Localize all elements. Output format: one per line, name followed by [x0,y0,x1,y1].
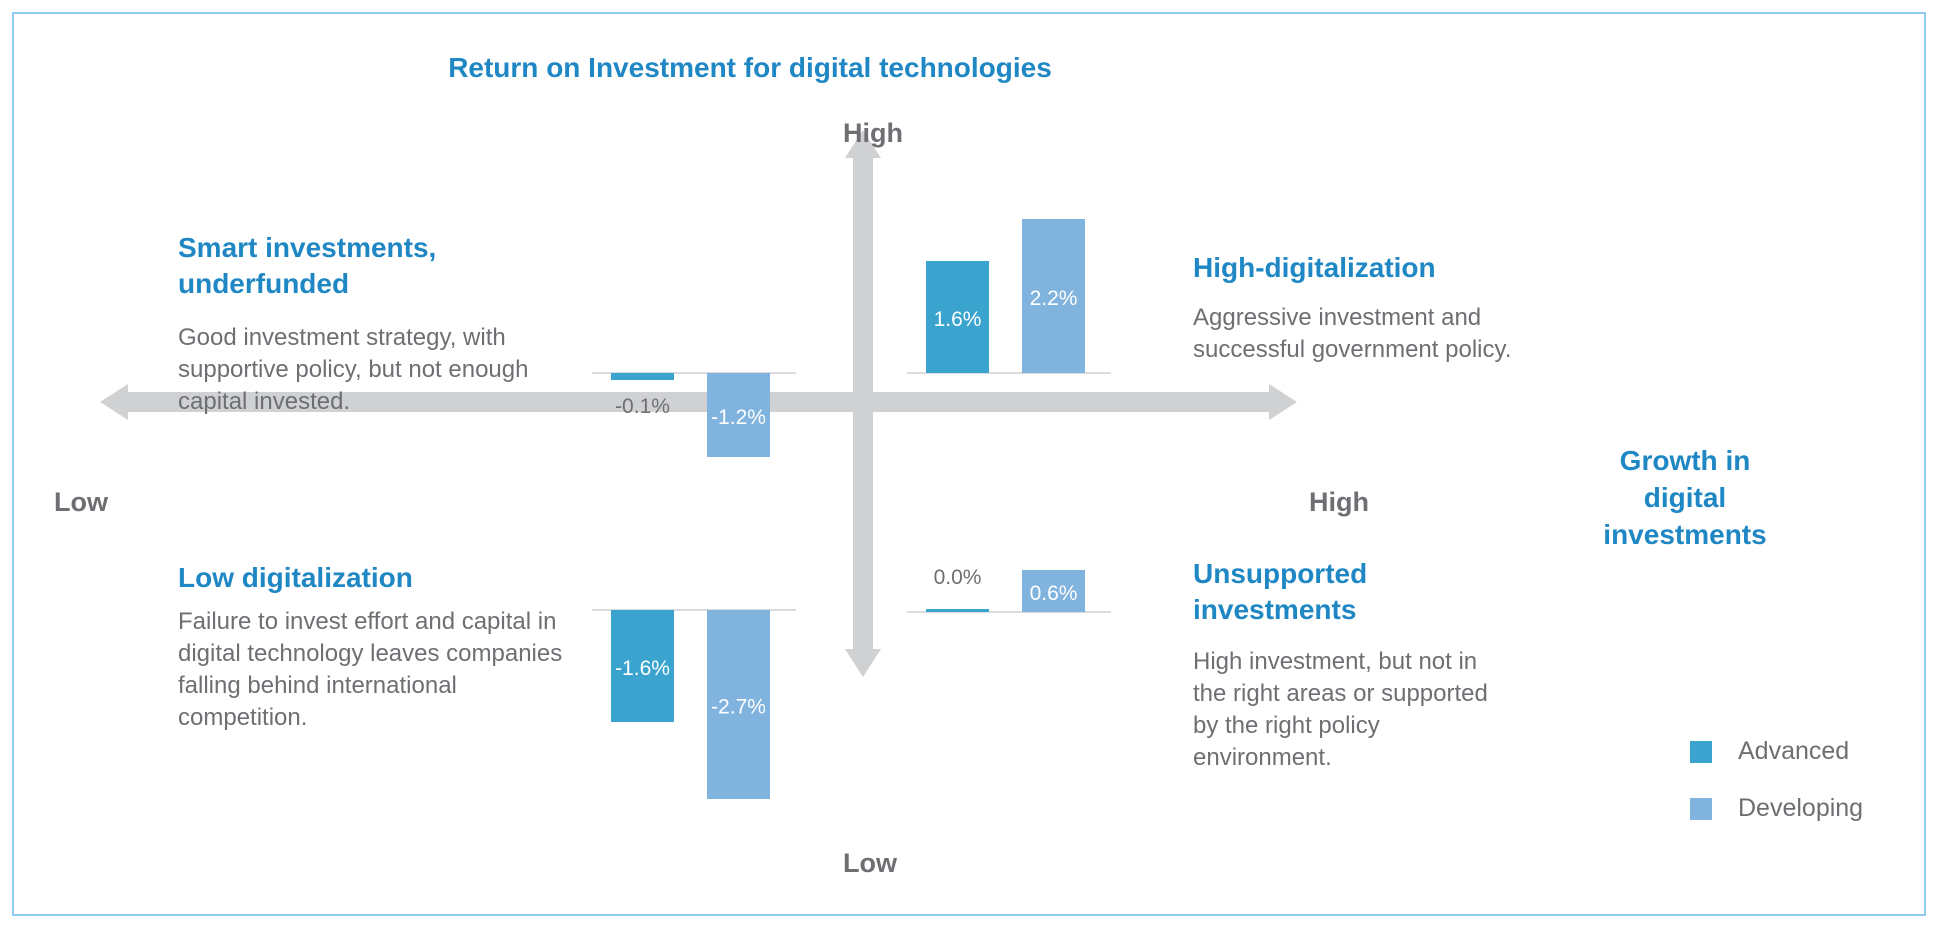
data-label-bottom-left-advanced: -1.6% [615,657,670,680]
data-label-top-left-advanced: -0.1% [615,395,670,418]
quadrant-bottom-left-heading: Low digitalization [178,562,413,593]
legend-item-advanced: Advanced [1690,737,1849,766]
quadrant-top-left-heading: Smart investments, underfunded [178,232,437,299]
legend-swatch-developing [1690,797,1712,820]
data-label-bottom-left-developing: -2.7% [711,696,766,719]
quadrant-bottom-right-body: High investment, but not in the right ar… [1193,648,1488,771]
bar-top-left-developing [707,373,770,457]
quadrant-bottom-left-body: Failure to invest effort and capital in … [178,608,563,731]
bar-bottom-left-developing [707,610,770,799]
y-axis-high-label: High [843,118,903,148]
data-label-bottom-right-advanced: 0.0% [934,566,982,589]
legend-label-developing: Developing [1738,794,1864,822]
quadrant-top-left-body: Good investment strategy, with supportiv… [178,324,529,415]
legend-item-developing: Developing [1690,794,1863,823]
chart-frame [12,12,1926,916]
quadrant-top-right-heading: High-digitalization [1193,252,1436,283]
horizontal-axis-arrow [100,384,1297,420]
x-axis-high-label: High [1309,487,1369,517]
bar-bottom-left-advanced [611,610,674,722]
legend-swatch-advanced [1690,740,1712,763]
y-axis-low-label: Low [843,848,897,878]
bar-top-left-advanced [611,373,674,380]
chart-title: Return on Investment for digital technol… [448,52,1052,83]
bar-top-right-advanced [926,261,989,373]
bar-bottom-right-developing [1022,570,1085,612]
data-label-top-right-advanced: 1.6% [934,308,982,331]
bar-top-right-developing [1022,219,1085,373]
quadrant-bottom-right-heading: Unsupported investments [1193,558,1368,625]
x-axis-title: Growth in digital investments [1603,445,1767,550]
quadrant-top-right-body: Aggressive investment and successful gov… [1193,304,1512,363]
data-label-top-left-developing: -1.2% [711,406,766,429]
data-label-bottom-right-developing: 0.6% [1030,582,1078,605]
x-axis-low-label: Low [54,487,108,517]
data-label-top-right-developing: 2.2% [1030,287,1078,310]
bar-bottom-right-advanced [926,609,989,612]
legend-label-advanced: Advanced [1738,737,1850,765]
